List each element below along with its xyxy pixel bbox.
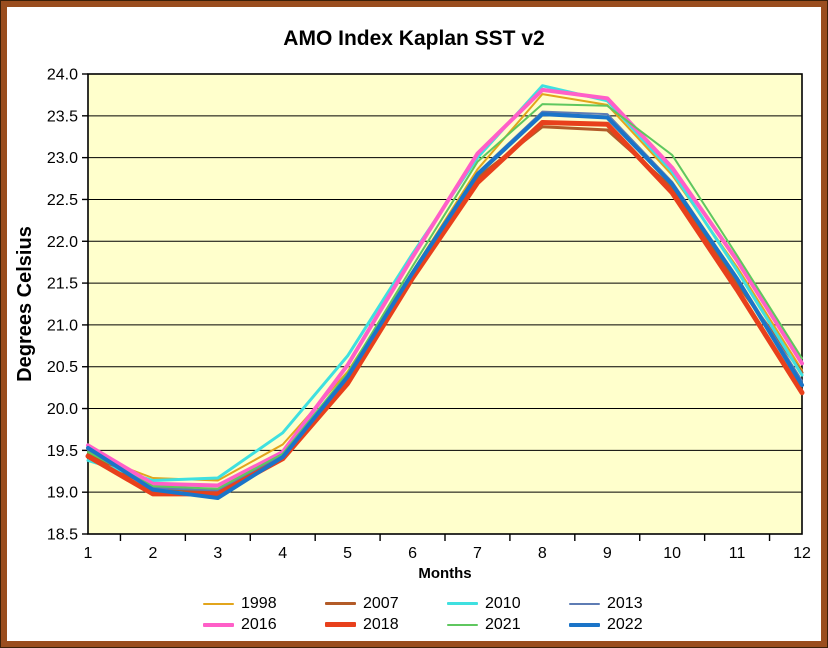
x-tick-label: 6 xyxy=(408,545,417,562)
plot-area xyxy=(87,73,803,535)
y-axis-title: Degrees Celsius xyxy=(14,226,36,382)
x-tick-label: 8 xyxy=(538,545,547,562)
legend-item-2018: 2018 xyxy=(325,615,447,633)
line-chart-canvas: 18.5 19.0 19.5 20.0 20.5 21.0 21.5 22.0 22.5 23.0… xyxy=(14,67,811,583)
x-tick-label: 1 xyxy=(84,545,93,562)
legend-swatch-2018 xyxy=(325,622,356,627)
legend-label-2021: 2021 xyxy=(485,615,521,633)
series-line-2021 xyxy=(87,103,803,490)
y-tick-label: 24.0 xyxy=(47,67,78,84)
x-tick-label: 9 xyxy=(603,545,612,562)
legend-swatch-2022 xyxy=(569,622,600,627)
chart-title: AMO Index Kaplan SST v2 xyxy=(283,27,545,50)
legend-swatch-2013 xyxy=(569,602,600,605)
legend-label-2010: 2010 xyxy=(485,594,521,612)
x-tick-label: 3 xyxy=(213,545,222,562)
legend-swatch-1998 xyxy=(203,602,234,605)
y-tick-label: 21.5 xyxy=(47,276,78,293)
x-tick-label: 4 xyxy=(278,545,287,562)
legend-label-2013: 2013 xyxy=(607,594,643,612)
x-tick-label: 12 xyxy=(793,545,811,562)
legend-label-1998: 1998 xyxy=(241,594,277,612)
legend-item-2021: 2021 xyxy=(447,615,569,633)
y-tick-label: 19.5 xyxy=(47,443,78,460)
legend-swatch-2007 xyxy=(325,602,356,605)
x-tick-label: 10 xyxy=(663,545,681,562)
legend-label-2018: 2018 xyxy=(363,615,399,633)
legend-item-2013: 2013 xyxy=(569,594,691,612)
legend-item-2016: 2016 xyxy=(203,615,325,633)
y-tick-label: 23.0 xyxy=(47,150,78,167)
legend-item-1998: 1998 xyxy=(203,594,325,612)
y-tick-label: 22.5 xyxy=(47,192,78,209)
y-tick-label: 19.0 xyxy=(47,485,78,502)
legend: 1998 2007 2010 2013 2016 2018 2021 2022 xyxy=(203,593,691,635)
legend-item-2007: 2007 xyxy=(325,594,447,612)
legend-label-2022: 2022 xyxy=(607,615,643,633)
series-line-2018 xyxy=(85,120,805,497)
legend-swatch-2021 xyxy=(447,623,478,626)
legend-swatch-2010 xyxy=(447,602,478,605)
x-tick-label: 5 xyxy=(343,545,352,562)
y-tick-label: 18.5 xyxy=(47,527,78,544)
y-tick-label: 20.5 xyxy=(47,359,78,376)
x-tick-label: 7 xyxy=(473,545,482,562)
legend-item-2022: 2022 xyxy=(569,615,691,633)
y-tick-label: 22.0 xyxy=(47,234,78,251)
series-line-2016 xyxy=(86,87,804,488)
legend-swatch-2016 xyxy=(203,622,234,627)
y-tick-label: 20.0 xyxy=(47,401,78,418)
series-line-2022 xyxy=(86,112,804,500)
legend-label-2007: 2007 xyxy=(363,594,399,612)
y-tick-label: 21.0 xyxy=(47,317,78,334)
x-axis-title: Months xyxy=(418,565,471,582)
x-tick-label: 2 xyxy=(148,545,157,562)
y-tick-label: 23.5 xyxy=(47,108,78,125)
x-tick-label: 11 xyxy=(729,545,746,562)
legend-label-2016: 2016 xyxy=(241,615,277,633)
legend-item-2010: 2010 xyxy=(447,594,569,612)
